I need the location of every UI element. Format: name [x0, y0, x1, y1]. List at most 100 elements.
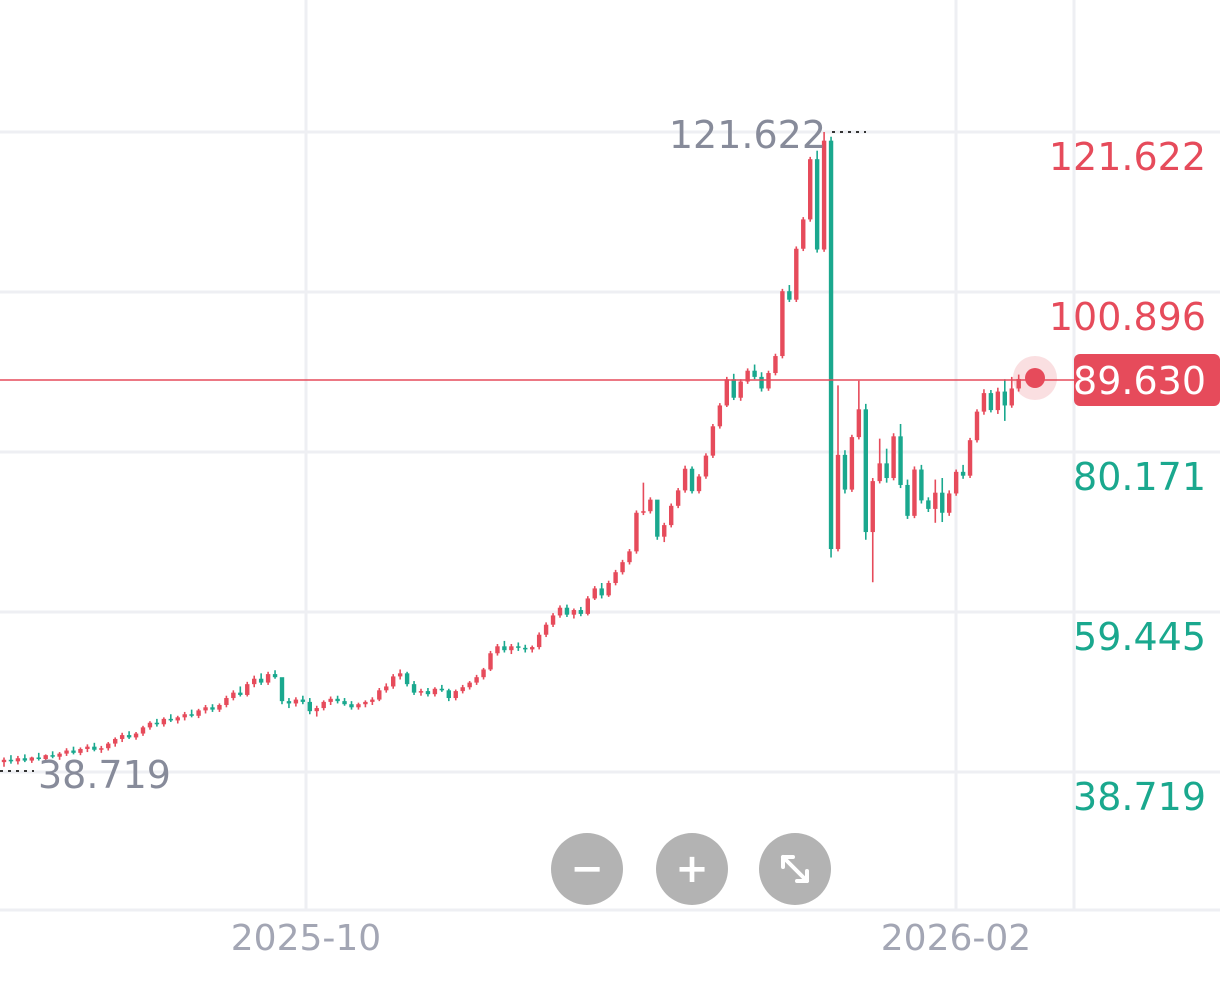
candle-up	[648, 499, 653, 512]
candle-up	[662, 525, 667, 537]
candle-down	[898, 436, 903, 485]
candle-down	[342, 701, 347, 705]
candle-up	[252, 678, 257, 685]
candle-up	[912, 469, 917, 516]
candle-up	[224, 698, 229, 705]
candle-up	[418, 691, 424, 693]
candle-up	[870, 481, 875, 533]
candle-up	[397, 673, 403, 677]
candle-down	[599, 588, 604, 596]
candle-up	[509, 646, 514, 651]
minus-icon: −	[570, 846, 604, 892]
fullscreen-button[interactable]	[759, 833, 831, 905]
candle-up	[43, 755, 48, 760]
candle-down	[731, 379, 736, 398]
candle-up	[1, 759, 7, 763]
candle-down	[814, 159, 820, 250]
candle-up	[634, 512, 639, 552]
candle-down	[919, 469, 924, 501]
candle-down	[842, 454, 848, 490]
candle-up	[314, 708, 319, 712]
candle-down	[926, 500, 931, 509]
candle-up	[85, 746, 90, 749]
candle-up	[293, 699, 299, 704]
candle-up	[391, 676, 396, 687]
candle-up	[953, 471, 959, 494]
candle-up	[474, 677, 479, 683]
candle-down	[126, 735, 132, 738]
candle-up	[1009, 388, 1014, 406]
candle-down	[752, 370, 757, 377]
candle-up	[217, 704, 222, 710]
candle-up	[536, 634, 542, 648]
candle-up	[669, 505, 674, 526]
candle-up	[265, 674, 271, 683]
candle-up	[133, 733, 139, 738]
candle-up	[641, 511, 646, 513]
expand-arrows-icon	[781, 855, 809, 883]
candle-up	[245, 684, 250, 695]
candle-up	[432, 688, 438, 695]
candle-down	[940, 492, 945, 513]
candle-up	[891, 436, 896, 479]
candle-down	[238, 692, 243, 695]
candle-up	[495, 646, 500, 654]
x-tick-label: 2026-02	[881, 918, 1031, 959]
candle-up	[29, 757, 34, 761]
candle-down	[578, 610, 584, 614]
candle-down	[168, 718, 173, 721]
zoom-in-button[interactable]: +	[656, 833, 728, 905]
candle-up	[460, 687, 465, 692]
candle-up	[57, 753, 62, 757]
candle-up	[808, 159, 813, 220]
candle-down	[22, 758, 28, 761]
candle-down	[154, 722, 160, 725]
candle-up	[384, 686, 389, 691]
candle-up	[147, 722, 153, 728]
candle-up	[717, 405, 723, 427]
candle-up	[488, 653, 493, 670]
candle-up	[370, 699, 375, 702]
candle-down	[425, 691, 431, 695]
candle-up	[703, 455, 709, 477]
candle-up	[453, 691, 458, 699]
candle-up	[933, 492, 938, 509]
last-price-label: 89.630	[1073, 359, 1206, 403]
candle-down	[905, 484, 910, 516]
candle-down	[335, 698, 340, 702]
candle-up	[620, 562, 625, 573]
candle-up	[78, 748, 83, 753]
low-marker: 38.719	[0, 753, 171, 797]
y-tick-label: 100.896	[1049, 295, 1206, 339]
candle-up	[696, 476, 702, 492]
candle-up	[161, 718, 167, 725]
candle-up	[995, 391, 1001, 411]
candle-up	[377, 690, 382, 700]
y-tick-label: 80.171	[1073, 455, 1206, 499]
candle-up	[613, 572, 618, 584]
y-tick-label: 59.445	[1073, 615, 1206, 659]
candle-up	[627, 551, 632, 563]
candle-down	[36, 757, 41, 760]
candle-down	[439, 688, 445, 691]
candle-up	[849, 437, 855, 490]
candle-up	[835, 454, 841, 550]
candle-down	[1002, 391, 1007, 406]
candle-up	[321, 701, 326, 709]
high-marker: 121.622	[669, 113, 866, 157]
candle-up	[182, 714, 187, 718]
candle-up	[64, 750, 69, 754]
zoom-out-button[interactable]: −	[551, 833, 623, 905]
candle-down	[411, 684, 417, 693]
candle-up	[203, 707, 208, 711]
candle-up	[974, 411, 980, 441]
candle-down	[759, 376, 764, 389]
candle-up	[981, 393, 987, 412]
candle-up	[606, 583, 611, 596]
candle-up	[571, 610, 577, 615]
candle-up	[724, 379, 729, 406]
candle-up	[15, 758, 21, 762]
candle-down	[92, 746, 97, 750]
